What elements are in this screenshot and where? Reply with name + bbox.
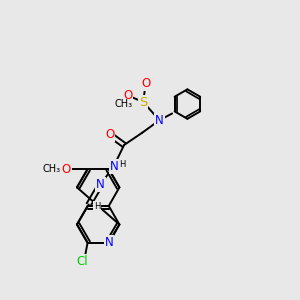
Text: Cl: Cl — [76, 254, 88, 268]
Text: O: O — [62, 163, 71, 176]
Text: O: O — [141, 77, 150, 90]
Text: N: N — [96, 178, 105, 191]
Text: N: N — [110, 160, 118, 173]
Text: N: N — [104, 236, 113, 249]
Text: CH₃: CH₃ — [42, 164, 60, 174]
Text: H: H — [119, 160, 126, 169]
Text: O: O — [123, 89, 133, 102]
Text: CH₃: CH₃ — [114, 99, 132, 110]
Text: O: O — [105, 128, 115, 141]
Text: N: N — [155, 114, 164, 127]
Text: S: S — [139, 95, 147, 109]
Text: H: H — [94, 202, 100, 211]
